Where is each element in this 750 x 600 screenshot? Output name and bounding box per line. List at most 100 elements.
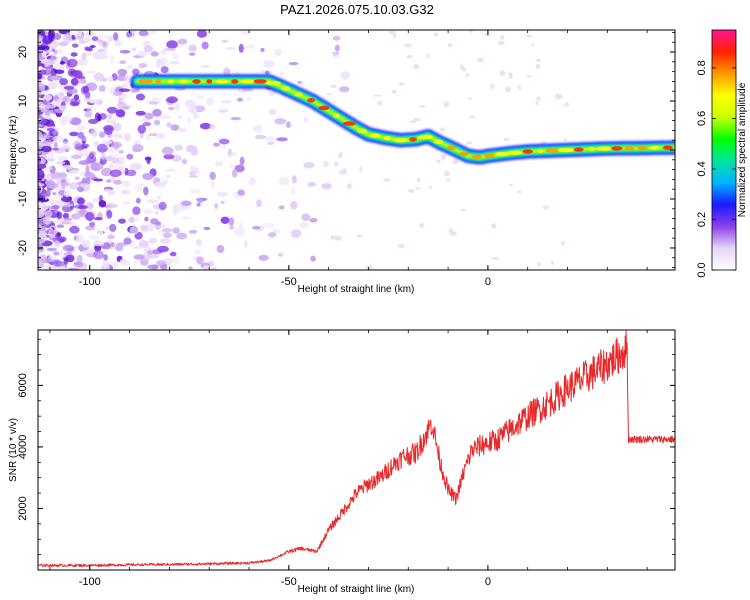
noise-blob — [216, 191, 228, 197]
noise-blob — [122, 83, 129, 88]
colorbar-frame — [711, 29, 737, 271]
noise-blob — [56, 49, 63, 53]
noise-blob — [460, 64, 464, 70]
noise-blob — [38, 133, 44, 139]
noise-blob — [290, 187, 296, 195]
noise-blob — [491, 257, 500, 260]
noise-blob — [44, 180, 51, 185]
noise-blob — [262, 222, 275, 228]
noise-blob — [330, 84, 337, 89]
noise-blob — [81, 52, 87, 61]
noise-blob — [286, 121, 291, 129]
snr-y-tick-label: 2000 — [17, 496, 29, 520]
noise-blob — [46, 247, 57, 252]
noise-blob — [415, 187, 421, 190]
ridge-peak — [155, 79, 162, 84]
noise-blob — [542, 205, 550, 210]
noise-blob — [249, 176, 256, 186]
noise-blob — [108, 164, 120, 168]
noise-blob — [93, 250, 104, 260]
noise-blob — [303, 161, 315, 169]
spectrogram-x-tick-label: -50 — [281, 276, 297, 288]
noise-blob — [52, 192, 57, 196]
noise-blob — [516, 190, 522, 194]
noise-blob — [297, 80, 303, 84]
noise-blob — [468, 30, 474, 33]
noise-blob — [188, 107, 197, 113]
noise-blob — [121, 189, 131, 195]
snr-y-label: SNR (10 * v/v) — [8, 418, 19, 482]
noise-blob — [126, 169, 137, 177]
noise-blob — [143, 186, 149, 196]
noise-blob — [172, 53, 180, 60]
noise-blob — [274, 118, 287, 125]
noise-blob — [113, 179, 122, 185]
noise-blob — [69, 225, 80, 234]
noise-blob — [56, 176, 61, 185]
snr-x-ticks: -100 -50 0 — [49, 330, 648, 588]
noise-blob — [113, 122, 122, 132]
noise-blob — [161, 146, 174, 155]
noise-blob — [133, 217, 139, 222]
noise-blob — [109, 223, 117, 232]
ridge-peak — [459, 151, 469, 157]
noise-blob — [153, 119, 161, 126]
noise-blob — [85, 177, 91, 185]
noise-blob — [38, 263, 45, 269]
noise-blob — [169, 251, 177, 257]
ridge-peak — [433, 139, 444, 144]
noise-blob — [339, 86, 350, 93]
noise-blob — [99, 195, 103, 202]
noise-blob — [189, 170, 196, 176]
noise-blob — [214, 203, 219, 209]
noise-blob — [220, 200, 225, 205]
noise-blob — [70, 52, 78, 57]
noise-blob — [234, 164, 245, 173]
colorbar-ticks: 0.0 0.2 0.4 0.6 0.8 — [696, 60, 736, 278]
noise-blob — [41, 258, 52, 264]
ridge-peak — [557, 147, 574, 153]
ridge-peak — [294, 92, 303, 97]
noise-blob — [126, 65, 133, 70]
figure-title: PAZ1.2026.075.10.03.G32 — [280, 2, 434, 17]
noise-blob — [69, 169, 79, 175]
ridge-peak — [179, 79, 189, 84]
noise-blob — [97, 114, 102, 122]
noise-blob — [268, 232, 277, 238]
noise-blob — [61, 115, 73, 123]
noise-blob — [203, 226, 211, 231]
noise-blob — [508, 72, 512, 75]
noise-blob — [330, 234, 336, 240]
noise-blob — [227, 148, 232, 157]
noise-blob — [416, 177, 421, 183]
noise-blob — [237, 97, 243, 102]
noise-blob — [181, 158, 188, 165]
noise-blob — [156, 260, 166, 266]
noise-blob — [168, 106, 175, 111]
noise-blob — [291, 175, 297, 184]
snr-y-ticks: 2000 4000 6000 — [17, 338, 675, 571]
ridge-peak — [662, 145, 673, 150]
noise-blob — [48, 32, 55, 42]
noise-blob — [38, 238, 45, 243]
noise-blob — [110, 242, 115, 247]
noise-blob — [535, 63, 541, 69]
noise-blob — [70, 101, 80, 107]
noise-blob — [78, 149, 85, 158]
noise-blob — [434, 32, 439, 37]
noise-blob — [165, 174, 171, 179]
noise-blob — [443, 170, 450, 177]
ridge-peak — [611, 146, 623, 151]
noise-blob — [104, 127, 113, 135]
spectrogram-x-tick-label: -100 — [79, 276, 101, 288]
noise-blob — [98, 200, 107, 208]
noise-blob — [144, 112, 154, 120]
noise-blob — [172, 227, 180, 235]
noise-blob — [536, 96, 541, 101]
noise-blob — [130, 88, 138, 93]
noise-blob — [189, 189, 202, 194]
noise-blob — [54, 201, 65, 206]
noise-blob — [71, 43, 79, 48]
noise-blob — [467, 97, 472, 100]
